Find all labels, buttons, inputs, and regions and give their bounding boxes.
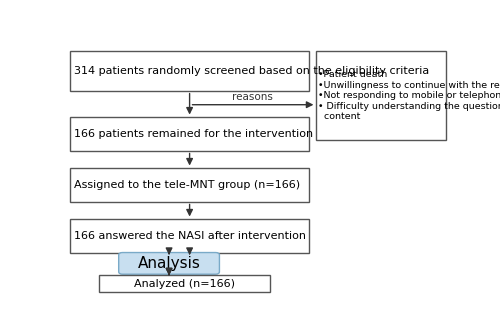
Text: Assigned to the tele-MNT group (n=166): Assigned to the tele-MNT group (n=166) xyxy=(74,180,300,190)
Text: 166 answered the NASI after intervention: 166 answered the NASI after intervention xyxy=(74,231,306,241)
FancyBboxPatch shape xyxy=(316,51,446,140)
Text: Analysis: Analysis xyxy=(138,256,200,271)
FancyBboxPatch shape xyxy=(70,118,308,151)
Text: •Patient death
•Unwillingness to continue with the research
•Not responding to m: •Patient death •Unwillingness to continu… xyxy=(318,71,500,121)
Text: 166 patients remained for the intervention: 166 patients remained for the interventi… xyxy=(74,129,313,139)
Text: reasons: reasons xyxy=(232,92,273,102)
FancyBboxPatch shape xyxy=(70,219,308,253)
FancyBboxPatch shape xyxy=(100,275,270,292)
FancyBboxPatch shape xyxy=(118,253,220,274)
Text: Analyzed (n=166): Analyzed (n=166) xyxy=(134,279,235,289)
FancyBboxPatch shape xyxy=(70,168,308,202)
Text: 314 patients randomly screened based on the eligibility criteria: 314 patients randomly screened based on … xyxy=(74,66,430,76)
FancyBboxPatch shape xyxy=(70,51,308,91)
